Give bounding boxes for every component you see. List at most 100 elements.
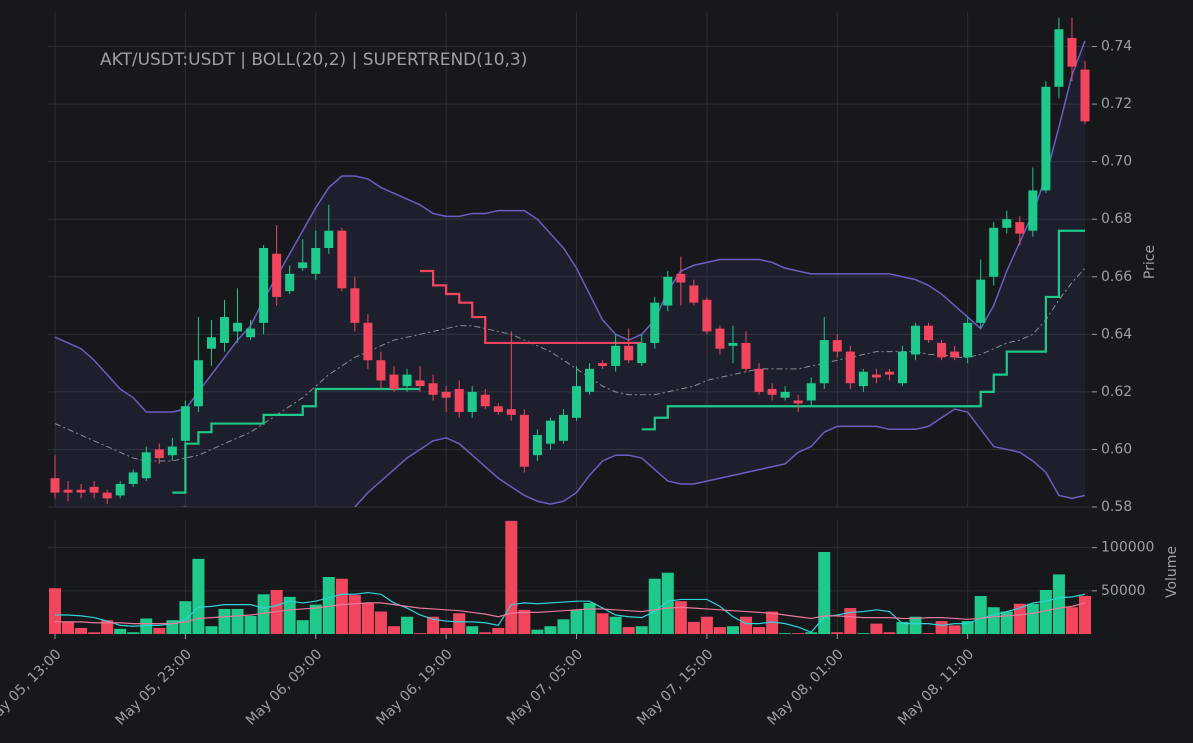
volume-bar: [466, 626, 479, 634]
candle-body: [845, 351, 855, 384]
candle-body: [1015, 222, 1025, 234]
volume-bar: [361, 602, 374, 634]
candle-body: [832, 340, 842, 352]
volume-bar: [883, 632, 896, 634]
bollinger-line: [181, 408, 1086, 507]
candle-body: [50, 478, 60, 493]
volume-bar: [401, 616, 414, 634]
volume-bar: [661, 572, 674, 634]
band-fill: [55, 40, 1085, 507]
candle-body: [1054, 29, 1064, 87]
candle-body: [206, 337, 216, 349]
x-tick-label: May 07, 15:00: [634, 646, 716, 728]
candle-body: [311, 247, 321, 274]
y-axis-label: Volume: [1164, 546, 1180, 598]
volume-bar: [1000, 611, 1013, 634]
candle-body: [1080, 69, 1090, 122]
volume-bar: [779, 633, 792, 634]
candle-body: [102, 492, 112, 499]
volume-bar: [687, 621, 700, 634]
volume-bar: [62, 621, 75, 634]
candle-body: [454, 389, 464, 413]
candle-body: [689, 285, 699, 303]
volume-bar: [257, 594, 270, 634]
candle-body: [624, 345, 634, 361]
volume-ma-line: [55, 602, 1086, 625]
volume-bar: [1052, 574, 1065, 634]
volume-bar: [453, 613, 466, 634]
y-tick-label: 50000: [1101, 583, 1146, 599]
volume-bar: [753, 627, 766, 634]
volume-bar: [935, 621, 948, 634]
candle-body: [1041, 86, 1051, 191]
candle-body: [598, 363, 608, 366]
candle-body: [989, 227, 999, 277]
candle-body: [350, 288, 360, 323]
volume-bar: [49, 588, 61, 634]
y-tick-label: 100000: [1101, 540, 1154, 556]
x-tick-label: May 07, 05:00: [504, 646, 586, 728]
y-tick-label: 0.68: [1101, 211, 1132, 227]
candle-body: [754, 368, 764, 392]
volume-bar: [831, 632, 844, 634]
candle-body: [819, 340, 829, 384]
volume-bar: [674, 601, 687, 634]
volume-bar: [974, 596, 987, 634]
volume-bar: [179, 601, 192, 634]
candle-body: [793, 400, 803, 404]
volume-bar: [322, 577, 335, 634]
y-tick-label: 0.58: [1101, 499, 1132, 515]
volume-bar: [870, 623, 883, 634]
volume-bar: [1079, 596, 1091, 634]
volume-bar: [387, 626, 400, 634]
candle-body: [806, 383, 816, 401]
x-tick-label: May 05, 23:00: [113, 646, 195, 728]
volume-bar: [713, 627, 726, 634]
candle-body: [767, 389, 777, 395]
volume-bar: [296, 620, 309, 634]
volume-bar: [140, 618, 153, 634]
candle-body: [154, 449, 164, 459]
volume-bar: [609, 616, 622, 634]
volume-bar: [818, 551, 831, 634]
candle-body: [272, 253, 282, 297]
candle-body: [611, 345, 621, 366]
volume-bar: [479, 632, 492, 634]
volume-bar: [596, 613, 609, 634]
candle-body: [298, 262, 308, 269]
volume-bar: [283, 596, 296, 634]
volume-bar: [987, 607, 1000, 634]
candle-body: [1028, 190, 1038, 231]
candle-body: [728, 342, 738, 346]
volume-bar: [244, 615, 257, 634]
candle-body: [585, 368, 595, 392]
volume-bar: [1026, 603, 1039, 634]
volume-bar: [622, 627, 635, 634]
candle-body: [233, 322, 243, 332]
volume-bar: [635, 626, 648, 634]
volume-bar: [127, 632, 140, 634]
candle-body: [76, 489, 86, 493]
candle-body: [376, 360, 386, 381]
volume-bar: [583, 602, 596, 634]
candle-body: [871, 374, 881, 378]
volume-bar: [309, 604, 322, 634]
x-tick-label: May 05, 13:00: [0, 646, 65, 728]
candle-body: [780, 391, 790, 398]
candle-body: [650, 302, 660, 343]
volume-bar: [922, 633, 935, 634]
y-tick-label: 0.66: [1101, 269, 1132, 285]
x-tick-label: May 06, 09:00: [243, 646, 325, 728]
y-tick-label: 0.64: [1101, 326, 1132, 342]
candle-body: [858, 371, 868, 387]
volume-bar: [88, 632, 101, 634]
bollinger-line: [54, 267, 1086, 462]
bollinger-line: [54, 40, 1086, 413]
candle-body: [963, 322, 973, 358]
candle-body: [545, 420, 555, 444]
candle-body: [924, 325, 934, 341]
candle-body: [128, 472, 138, 484]
y-axis-label: Price: [1142, 245, 1158, 279]
volume-bar: [205, 626, 218, 634]
